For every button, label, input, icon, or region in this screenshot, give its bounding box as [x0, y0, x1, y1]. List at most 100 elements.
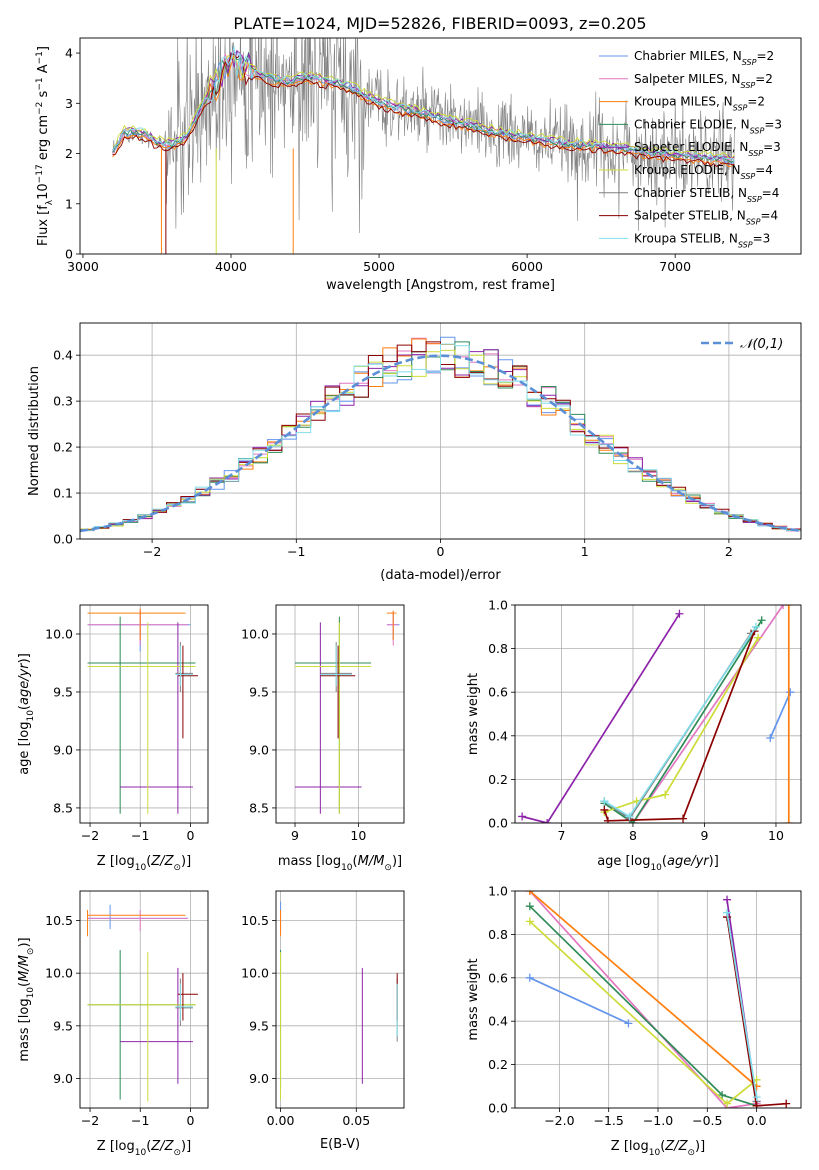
legend-label-part: SSP	[747, 194, 762, 203]
weight-line-chabrier_miles	[529, 977, 629, 1025]
weight-marker-kroupa_miles	[784, 819, 793, 823]
label-part: erg cm	[36, 115, 51, 164]
legend-label-normal: 𝒩(0,1)	[740, 337, 783, 352]
label-part: log	[629, 1139, 649, 1154]
weight-line-salpeter_miles	[529, 891, 757, 1108]
weight_vs_age-frame: 7 8 9 10 0.0 0.2 0.4 0.6 0.8 1.0	[488, 598, 802, 843]
normal-reference-curve	[80, 354, 801, 533]
legend-label-part: =4	[755, 163, 773, 177]
label-part: 10	[649, 1148, 661, 1158]
legend-label-part: SSP	[742, 58, 757, 67]
y-tick-label: 9.0	[249, 1071, 269, 1086]
weight-marker-salpeter_elodie	[518, 812, 527, 821]
legend-label-part: =2	[756, 49, 774, 63]
weight-line-chabrier_miles	[769, 691, 792, 739]
y-tick-label: 9.0	[249, 742, 269, 757]
weight-vs-Z-xlabel: Z [log10(Z/Z⊙)]	[611, 1139, 705, 1158]
mass_vs_EBV-frame: 0.00 0.05 9.0 9.5 10.0 10.5	[241, 890, 405, 1128]
legend-label: Chabrier MILES, NSSP=2	[634, 49, 774, 67]
label-part: )]	[181, 1139, 191, 1154]
weight-marker-kroupa_miles	[525, 891, 534, 895]
mass-vs-Z-ylabel: mass [log10(M/M⊙)]	[17, 937, 36, 1061]
weight-marker-kroupa_stelib	[625, 812, 634, 821]
legend-label: Kroupa MILES, NSSP=2	[634, 95, 765, 113]
y-tick-label: 9.5	[53, 684, 73, 699]
residuals-xlabel: (data-model)/error	[380, 568, 501, 583]
label-part: log	[115, 1139, 135, 1154]
legend-label-part: Kroupa STELIB, N	[634, 231, 738, 245]
weight-marker-chabrier_miles	[525, 973, 534, 982]
spectrum-legend: Chabrier MILES, NSSP=2 Salpeter MILES, NS…	[599, 49, 782, 249]
mass_vs_EBV-frame-rect	[275, 890, 405, 1109]
weight_vs_Z-plot-area	[525, 891, 791, 1108]
label-part: M/M	[17, 955, 32, 982]
x-tick-label: 0.00	[267, 1113, 295, 1128]
y-tick-label: 2	[65, 146, 73, 161]
y-tick-label: 8.5	[53, 800, 73, 815]
y-tick-label: 3	[65, 96, 73, 111]
y-tick-label: 0.1	[53, 486, 73, 501]
x-tick-label: 7000	[659, 259, 691, 274]
weight-marker-kroupa_elodie	[525, 917, 534, 926]
label-part: Z [	[611, 1139, 629, 1154]
weight-marker-salpeter_elodie	[543, 819, 552, 823]
y-tick-label: 8.5	[249, 800, 269, 815]
weight_vs_age-frame-rect	[514, 604, 802, 824]
y-tick-label: 9.5	[53, 1018, 73, 1033]
legend-label: Salpeter MILES, NSSP=2	[634, 72, 773, 90]
label-part: (	[660, 1139, 665, 1154]
y-tick-label: 10.5	[241, 913, 269, 928]
x-tick-label: 0	[186, 828, 194, 843]
weight_vs_Z-frame: −2.0 −1.5 −1.0 −0.5 0.0 0.0 0.2 0.4 0.6 0.8 1.0	[488, 884, 802, 1128]
y-tick-label: 9.5	[249, 1018, 269, 1033]
weight-marker-salpeter_elodie	[723, 895, 732, 904]
label-part: λ	[45, 199, 55, 205]
x-tick-label: −1.5	[594, 1113, 624, 1128]
age_vs_Z-frame: −2 −1 0 8.5 9.0 9.5 10.0	[45, 604, 209, 843]
x-tick-label: −2.0	[544, 1113, 574, 1128]
legend-label-part: =4	[760, 209, 778, 223]
spectrum-model-chabrier_elodie	[112, 51, 735, 163]
y-tick-label: 0	[65, 247, 73, 262]
weight-marker-salpeter_stelib	[782, 1099, 791, 1108]
weight-line-kroupa_stelib	[726, 912, 758, 1098]
y-tick-label: 1	[65, 196, 73, 211]
label-part: 10	[135, 863, 147, 873]
label-part: log	[321, 854, 341, 869]
label-part: age [	[597, 854, 630, 869]
label-part: −1	[35, 77, 45, 90]
weight-marker-salpeter_stelib	[600, 805, 609, 814]
weight-marker-kroupa_stelib	[600, 797, 609, 806]
legend-label-part: Salpeter STELIB, N	[634, 209, 746, 223]
legend-label-part: =3	[763, 140, 781, 154]
x-tick-label: −2	[143, 544, 161, 559]
weight-line-kroupa_elodie	[604, 637, 759, 813]
label-part: (	[17, 705, 32, 710]
x-tick-label: 0	[186, 1113, 194, 1128]
label-part: (	[146, 854, 151, 869]
legend-label-part: Kroupa MILES, N	[634, 95, 733, 109]
weight-marker-chabrier_elodie	[525, 902, 534, 911]
label-part: 10	[135, 1148, 147, 1158]
weight-marker-chabrier_miles	[786, 688, 795, 697]
legend-label-part: Chabrier ELODIE, N	[634, 117, 750, 131]
label-part: 10	[26, 987, 36, 999]
label-part: )]	[17, 653, 32, 663]
label-part: Z/Z	[664, 1139, 688, 1154]
x-tick-label: 9	[700, 828, 708, 843]
weight-vs-age-ylabel: mass weight	[466, 673, 481, 755]
label-part: Z/Z	[150, 1139, 174, 1154]
x-tick-label: 7	[557, 828, 565, 843]
age_vs_Z-frame-rect	[79, 604, 209, 824]
weight-line-kroupa_miles	[529, 891, 758, 1087]
legend-label-part: =2	[747, 95, 765, 109]
weight-marker-kroupa_stelib	[752, 1093, 761, 1102]
legend-label-part: Kroupa ELODIE, N	[634, 163, 741, 177]
label-part: mass [	[17, 1018, 32, 1061]
y-tick-label: 0.2	[488, 1057, 508, 1072]
figure-title: PLATE=1024, MJD=52826, FIBERID=0093, z=0…	[233, 14, 646, 33]
weight-marker-salpeter_miles	[779, 605, 788, 609]
spectrum-model-salpeter_stelib	[112, 53, 735, 167]
mass_vs_Z-axes	[80, 891, 208, 1108]
